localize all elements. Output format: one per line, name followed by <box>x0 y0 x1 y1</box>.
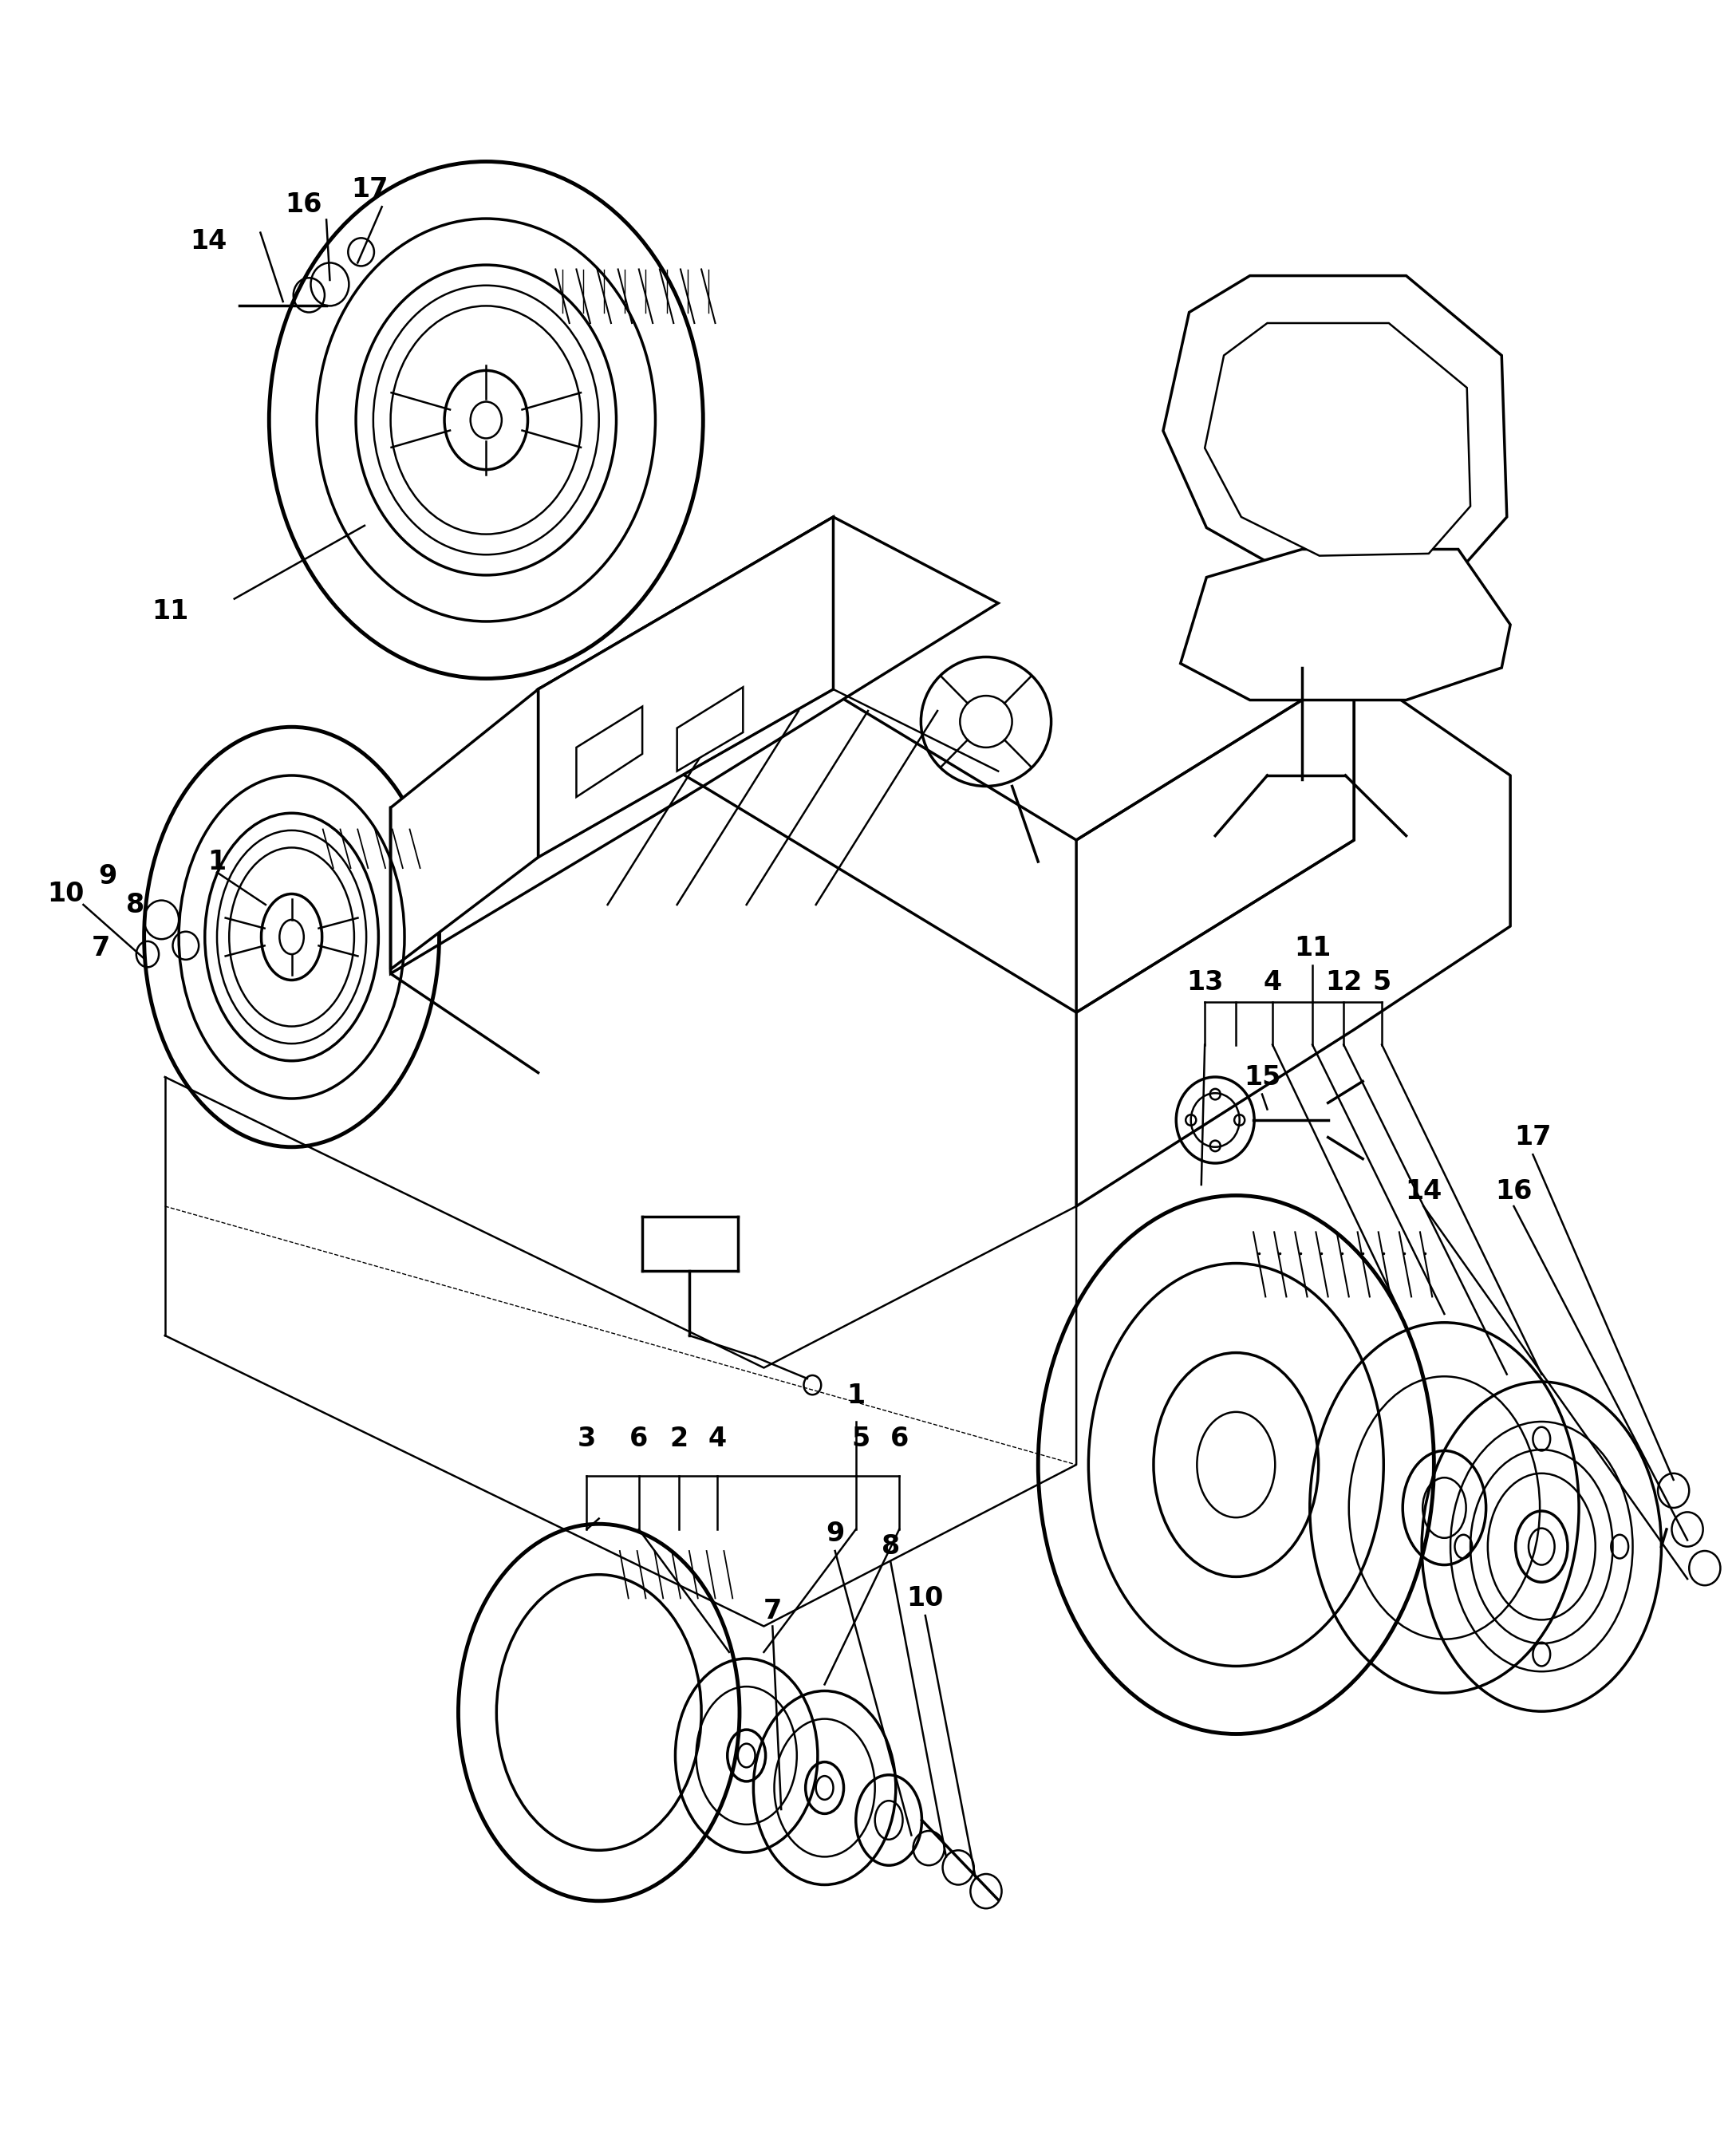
Text: 14: 14 <box>1404 1178 1443 1204</box>
Text: 15: 15 <box>1243 1064 1281 1090</box>
Polygon shape <box>391 614 1354 1012</box>
Text: 12: 12 <box>1325 969 1363 995</box>
Text: 11: 11 <box>151 599 189 625</box>
Polygon shape <box>538 517 833 857</box>
Text: 16: 16 <box>285 192 323 218</box>
Text: 4: 4 <box>1264 969 1281 995</box>
Text: 8: 8 <box>127 892 144 918</box>
Text: 1: 1 <box>847 1383 865 1409</box>
Text: 13: 13 <box>1186 969 1224 995</box>
Text: 9: 9 <box>826 1521 844 1547</box>
Text: 3: 3 <box>578 1426 595 1452</box>
Text: 10: 10 <box>906 1585 944 1611</box>
Text: 17: 17 <box>1514 1124 1552 1150</box>
Text: 5: 5 <box>1373 969 1391 995</box>
Polygon shape <box>1163 276 1507 582</box>
Text: 9: 9 <box>99 864 116 890</box>
Polygon shape <box>1205 323 1470 556</box>
Text: 1: 1 <box>208 849 226 875</box>
Text: 16: 16 <box>1495 1178 1533 1204</box>
Text: 6: 6 <box>891 1426 908 1452</box>
Polygon shape <box>538 517 998 786</box>
Text: 2: 2 <box>670 1426 687 1452</box>
Text: 5: 5 <box>852 1426 870 1452</box>
Text: 6: 6 <box>630 1426 648 1452</box>
Text: 14: 14 <box>189 228 227 254</box>
Text: 10: 10 <box>47 881 85 907</box>
Text: 7: 7 <box>764 1598 781 1624</box>
Text: 7: 7 <box>92 935 109 961</box>
Text: 17: 17 <box>351 177 389 202</box>
Text: 11: 11 <box>1293 935 1332 961</box>
Polygon shape <box>391 689 538 969</box>
Polygon shape <box>576 707 642 797</box>
Polygon shape <box>677 687 743 771</box>
Text: 8: 8 <box>882 1534 899 1559</box>
Polygon shape <box>1180 549 1510 700</box>
Text: 4: 4 <box>708 1426 726 1452</box>
